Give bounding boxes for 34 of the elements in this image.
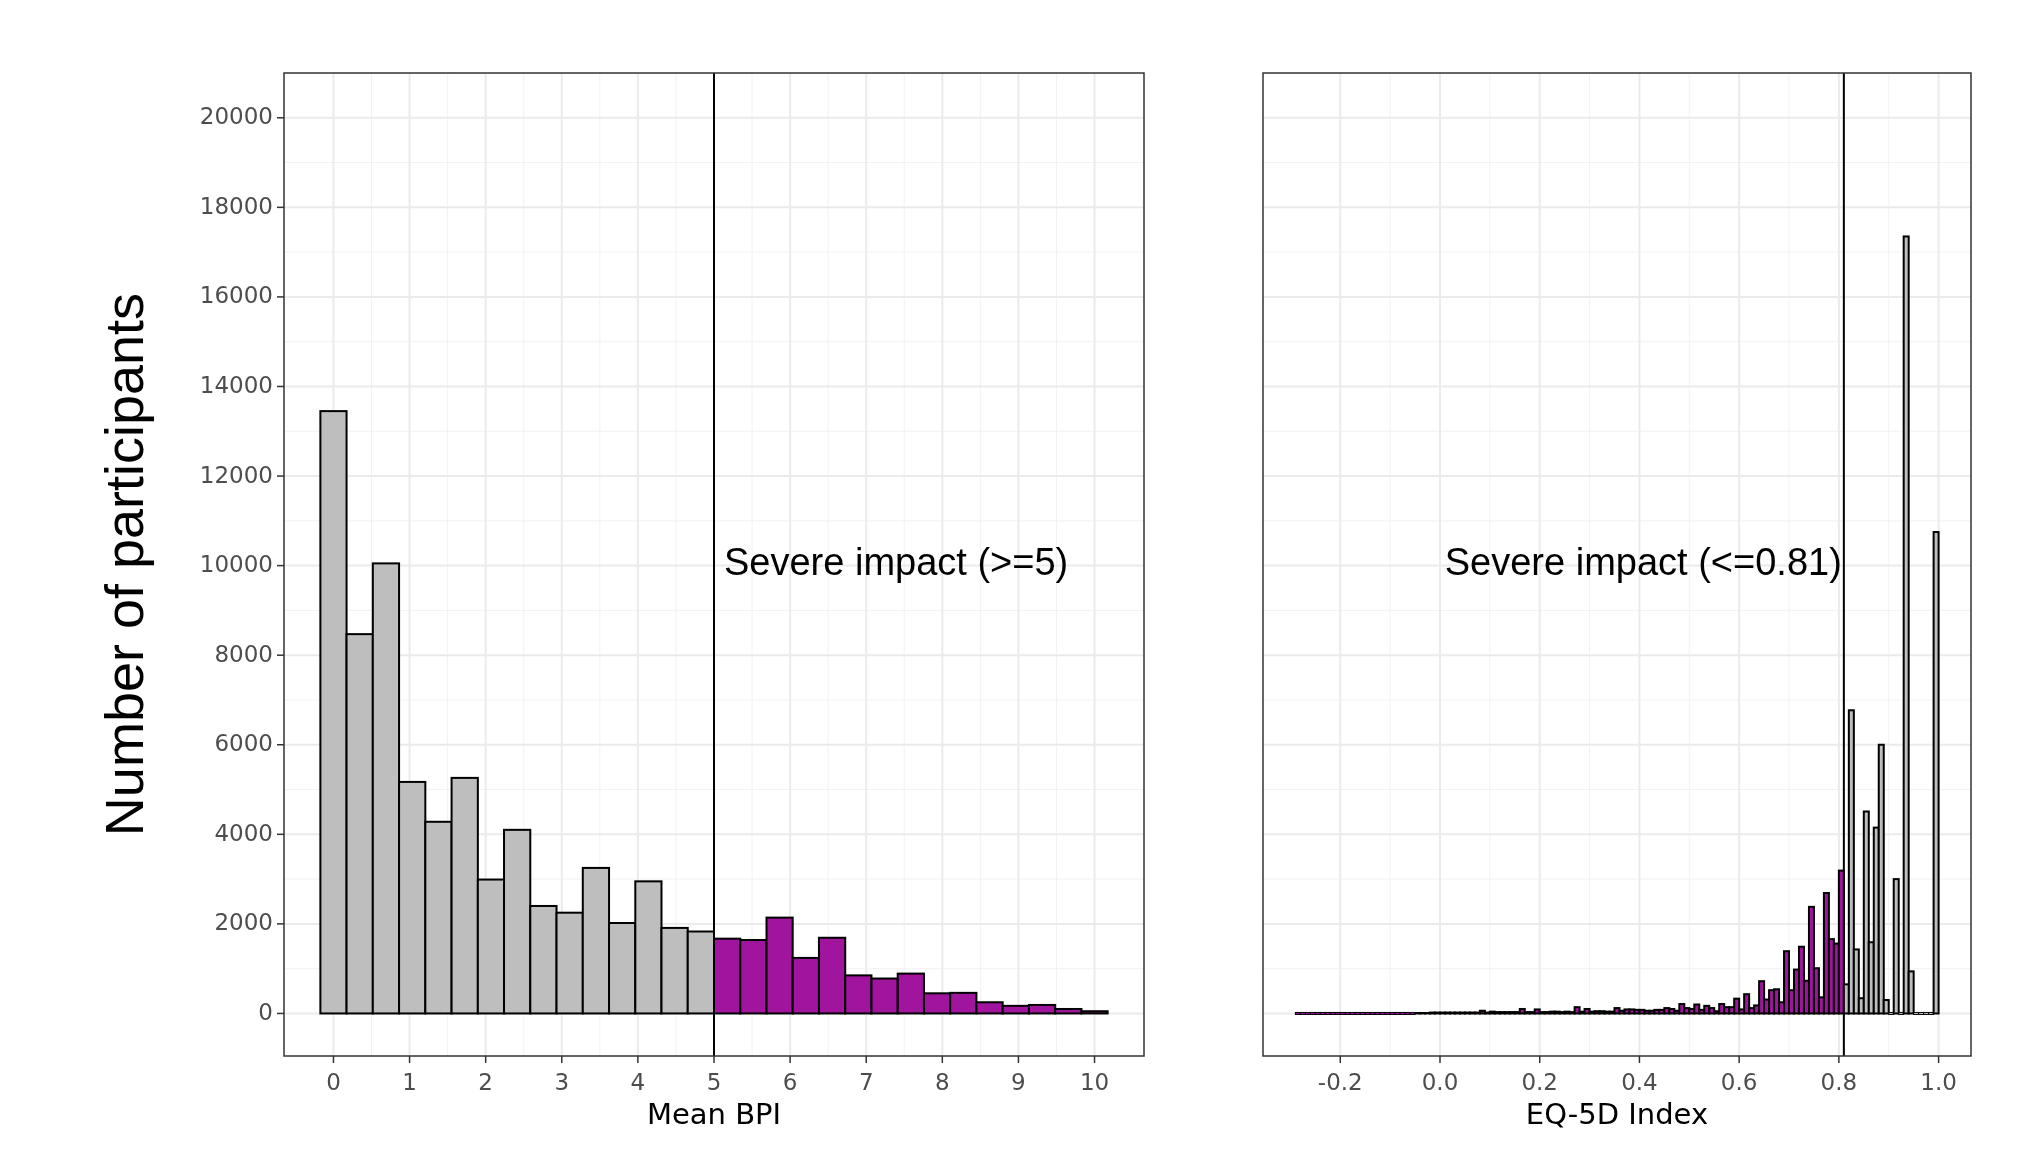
x-axis-title: Mean BPI (646, 1097, 782, 1131)
x-tick-label: 0.2 (1521, 1069, 1559, 1095)
y-tick-label: 10000 (199, 551, 273, 578)
x-tick-label: 0.6 (1720, 1069, 1758, 1095)
x-tick-label: 7 (858, 1069, 874, 1095)
y-tick-label: 6000 (214, 730, 273, 757)
x-tick-label: 4 (630, 1069, 646, 1095)
x-tick-label: 6 (782, 1069, 798, 1095)
y-tick-label: 0 (258, 998, 273, 1025)
x-tick-label: 10 (1079, 1069, 1110, 1095)
x-tick-label: 8 (935, 1069, 950, 1095)
y-tick-label: 8000 (214, 640, 273, 667)
y-tick-label: 18000 (199, 192, 273, 219)
y-tick-label: 14000 (199, 371, 273, 398)
y-tick-label: 16000 (199, 282, 273, 309)
ref-line-label: Severe impact (>=5) (724, 540, 1069, 583)
x-tick-label: 3 (554, 1069, 570, 1095)
y-tick-label: 4000 (214, 819, 273, 846)
y-tick-label: 20000 (199, 103, 273, 130)
x-tick-label: 0 (326, 1069, 341, 1095)
y-tick-label: 12000 (199, 461, 273, 488)
x-tick-label: -0.2 (1317, 1069, 1363, 1095)
x-tick-label: 0.4 (1621, 1069, 1658, 1095)
ref-line-label: Severe impact (<=0.81) (1444, 540, 1842, 583)
x-tick-label: 5 (706, 1069, 722, 1095)
x-tick-label: 0.0 (1421, 1069, 1459, 1095)
x-tick-label: 1 (402, 1069, 417, 1095)
y-axis-title: Number of participants (94, 292, 154, 837)
x-tick-label: 2 (478, 1069, 493, 1095)
x-axis-title: EQ-5D Index (1525, 1097, 1709, 1131)
x-tick-label: 0.8 (1820, 1069, 1858, 1095)
x-tick-label: 1.0 (1920, 1069, 1957, 1095)
x-tick-label: 9 (1011, 1069, 1026, 1095)
y-tick-label: 2000 (214, 909, 273, 936)
